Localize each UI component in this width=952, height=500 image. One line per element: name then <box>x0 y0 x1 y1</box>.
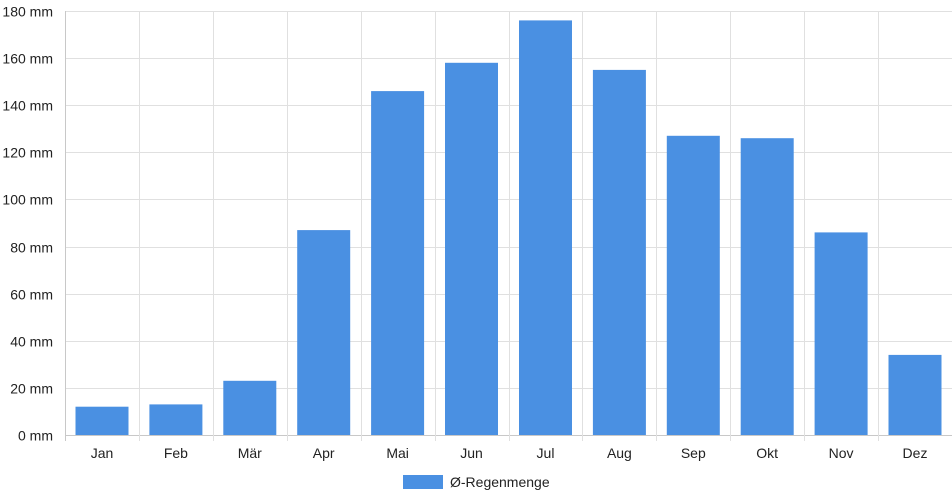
x-tick-label: Dez <box>903 445 928 461</box>
x-tick-label: Jun <box>460 445 483 461</box>
bar-feb[interactable] <box>149 404 203 435</box>
bar-jan[interactable] <box>75 406 129 435</box>
y-tick-label: 40 mm <box>10 334 53 350</box>
y-tick-label: 120 mm <box>2 145 53 161</box>
x-tick-label: Aug <box>607 445 632 461</box>
bars <box>75 20 942 436</box>
x-tick-label: Sep <box>681 445 706 461</box>
y-tick-label: 0 mm <box>18 428 53 444</box>
bar-dez[interactable] <box>888 354 942 435</box>
grid <box>65 11 952 441</box>
x-tick-label: Mai <box>386 445 409 461</box>
x-tick-label: Jul <box>537 445 555 461</box>
y-tick-label: 160 mm <box>2 51 53 67</box>
y-tick-label: 180 mm <box>2 4 53 20</box>
bar-mär[interactable] <box>223 380 277 435</box>
x-tick-label: Nov <box>829 445 854 461</box>
y-tick-label: 20 mm <box>10 381 53 397</box>
bar-jul[interactable] <box>519 20 572 436</box>
legend-swatch <box>403 475 443 489</box>
legend-label: Ø-Regenmenge <box>450 474 550 490</box>
axes: 0 mm 20 mm 40 mm 60 mm 80 mm 100 mm 120 mm 140 … <box>2 4 927 462</box>
bar-aug[interactable] <box>592 69 646 436</box>
bar-jun[interactable] <box>445 62 498 436</box>
y-tick-label: 60 mm <box>10 287 53 303</box>
bar-mai[interactable] <box>371 91 425 435</box>
y-tick-label: 140 mm <box>2 98 53 114</box>
y-tick-label: 100 mm <box>2 192 53 208</box>
bar-apr[interactable] <box>297 230 351 435</box>
x-tick-label: Okt <box>756 445 778 461</box>
x-tick-label: Apr <box>313 445 335 461</box>
y-tick-label: 80 mm <box>10 240 53 256</box>
legend[interactable]: Ø-Regenmenge <box>403 474 550 490</box>
bar-sep[interactable] <box>666 135 720 436</box>
bar-okt[interactable] <box>740 138 794 435</box>
x-tick-label: Jan <box>91 445 114 461</box>
x-tick-label: Feb <box>164 445 188 461</box>
x-tick-label: Mär <box>238 445 262 461</box>
bar-nov[interactable] <box>814 232 868 435</box>
